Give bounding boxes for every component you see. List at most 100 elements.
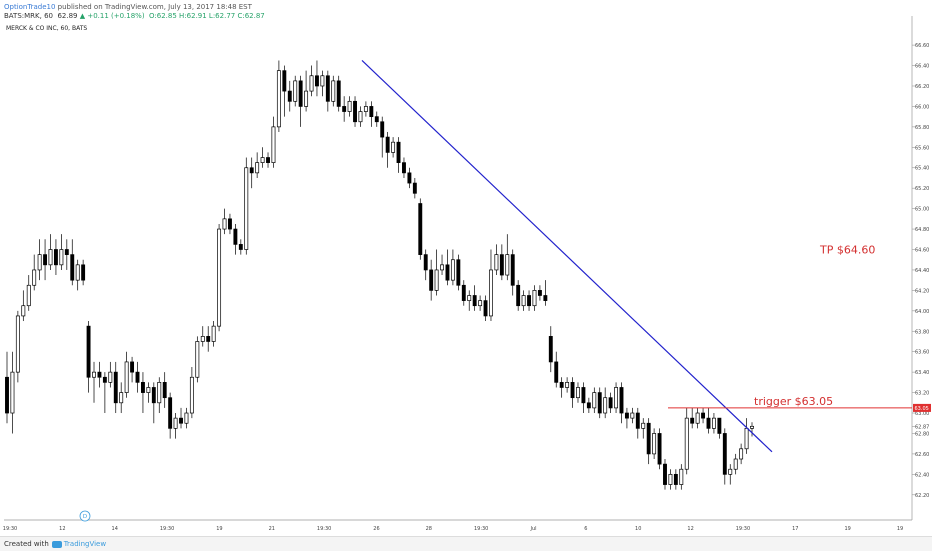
price-tick-label: 64.80: [915, 227, 929, 233]
candle: [140, 372, 145, 414]
tradingview-brand[interactable]: TradingView: [63, 540, 107, 548]
candle: [701, 407, 706, 424]
trendline[interactable]: [361, 60, 773, 453]
candle: [532, 285, 537, 311]
price-tick-label: 64.40: [915, 268, 929, 274]
candle: [331, 75, 336, 107]
candle-body: [641, 422, 646, 429]
candle-body: [619, 387, 624, 414]
candle: [641, 418, 646, 439]
candle-body: [527, 295, 531, 307]
candle: [673, 469, 678, 490]
candle-body: [369, 106, 374, 117]
price-tick-label: 63.60: [915, 350, 929, 356]
quote-line: BATS:MRK, 60 62.89 ▲ +0.11 (+0.18%) O:62…: [4, 12, 265, 20]
candle-body: [119, 392, 124, 404]
candle-body: [499, 254, 504, 276]
candle: [108, 361, 113, 388]
candle-body: [293, 80, 298, 102]
candle-body: [418, 203, 423, 255]
price-tick-label: 63.40: [915, 370, 929, 376]
candle: [505, 234, 510, 281]
candle-body: [516, 284, 521, 307]
candle-body: [48, 249, 53, 266]
candle-body: [494, 254, 499, 271]
candle-body: [456, 259, 461, 286]
time-axis[interactable]: 19:30 12 14 19:30 19 21 19:30 26 28 19:30 Jul 6 10 12…: [3, 510, 903, 532]
time-tick-label: 19:30: [160, 526, 174, 532]
time-tick-label: 19:30: [317, 526, 331, 532]
candle: [576, 382, 580, 403]
candle: [559, 377, 564, 398]
candle-body: [554, 361, 559, 383]
price-tick-label: 64.00: [915, 309, 929, 315]
candle-body: [97, 371, 102, 378]
candle-body: [396, 141, 401, 163]
candle: [189, 367, 194, 419]
candle: [336, 75, 341, 112]
candle: [663, 459, 667, 490]
candle-body: [537, 290, 542, 296]
candle-body: [358, 111, 363, 123]
tp-annotation[interactable]: TP $64.60: [819, 244, 875, 257]
candle-body: [336, 80, 341, 107]
candle: [537, 285, 542, 301]
candle: [597, 387, 602, 419]
candle-body: [342, 106, 347, 112]
dividend-marker-icon[interactable]: [79, 510, 91, 522]
price-axis[interactable]: 66.60 66.40 66.20 66.00 65.80 65.60 65.40 65.20…: [912, 43, 931, 499]
candle: [282, 65, 287, 117]
price-tick-label: 64.20: [915, 288, 929, 294]
candle-body: [206, 336, 211, 342]
candle: [81, 259, 86, 286]
candle: [347, 96, 352, 117]
candle-body: [135, 371, 140, 383]
author-link[interactable]: OptionTrade10: [4, 3, 56, 11]
candle: [342, 96, 347, 122]
candle: [646, 418, 651, 465]
candle-body: [461, 284, 466, 301]
candle-body: [10, 371, 15, 414]
candle-body: [733, 458, 738, 470]
candle-body: [92, 371, 96, 378]
candle: [478, 295, 483, 311]
candle-body: [684, 417, 689, 470]
candle: [276, 60, 281, 132]
candle: [32, 254, 37, 291]
candle: [21, 290, 26, 322]
candle-body: [260, 157, 265, 163]
candle: [173, 413, 178, 439]
candle-body: [233, 228, 238, 245]
candle: [750, 422, 754, 437]
candle: [630, 407, 635, 424]
candle-body: [189, 376, 194, 414]
candle-body: [663, 463, 667, 485]
candle: [717, 417, 722, 439]
candle: [75, 259, 80, 291]
candle: [586, 397, 591, 414]
candle-body: [168, 397, 173, 429]
candle-body: [140, 382, 145, 393]
candle: [119, 382, 124, 414]
candle: [516, 280, 521, 311]
dividend-marker-label: D: [83, 514, 87, 520]
candle: [10, 351, 15, 434]
candle-body: [510, 254, 515, 286]
candle: [124, 351, 129, 398]
candle-body: [472, 295, 477, 307]
price-tick-label: 62.20: [915, 493, 929, 499]
candle: [434, 249, 439, 296]
candlestick-chart[interactable]: MERCK & CO INC, 60, BATS TP $64.60 trigge…: [0, 0, 932, 536]
candle-body: [146, 387, 151, 393]
trigger-annotation[interactable]: trigger $63.05: [754, 395, 833, 408]
candle: [184, 407, 189, 429]
candle: [238, 239, 243, 255]
candle: [521, 290, 526, 311]
candle-body: [521, 295, 526, 307]
publish-text: published on TradingView.com, July 13, 2…: [55, 3, 252, 11]
time-tick-label: 19:30: [474, 526, 488, 532]
candle-body: [586, 402, 591, 409]
price-tick-label: 65.00: [915, 207, 929, 213]
candle-body: [244, 167, 249, 250]
candle: [26, 275, 31, 311]
